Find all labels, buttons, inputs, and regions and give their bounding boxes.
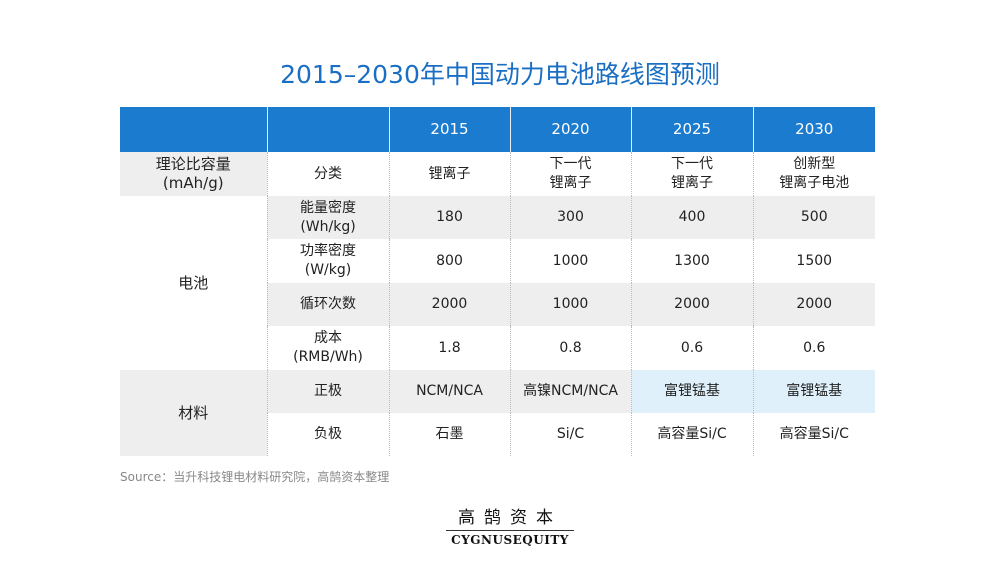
- table-cell: 下一代 锂离子: [630, 152, 753, 196]
- table-cell: 0.6: [752, 326, 875, 370]
- table-row-cathode: 材料 正极 NCM/NCA 高镍NCM/NCA 富锂锰基 富锂锰基: [120, 370, 875, 456]
- row-label: 能量密度 (Wh/kg): [266, 196, 389, 239]
- table-cell: 500: [752, 196, 875, 239]
- page-title: 2015–2030年中国动力电池路线图预测: [280, 60, 720, 89]
- company-logo: 高鹄资本 CYGNUSEQUITY: [440, 508, 580, 547]
- table-row-cost: 成本 (RMB/Wh) 1.8 0.8 0.6 0.6: [120, 326, 875, 370]
- table-row-capacity: 理论比容量 (mAh/g) 分类 锂离子 下一代 锂离子 下一代 锂离子 创新型…: [120, 152, 875, 196]
- header-year-2015: 2015: [388, 107, 510, 152]
- logo-divider: [446, 530, 574, 531]
- row-label: 负极: [266, 413, 389, 456]
- table-cell: 1300: [630, 239, 753, 283]
- table-cell: 1.8: [388, 326, 510, 370]
- roadmap-table: 2015 2020 2025 2030 理论比容量 (mAh/g) 分类 锂离子…: [120, 107, 875, 456]
- logo-chinese-name: 高鹄资本: [458, 508, 562, 528]
- row-label: 成本 (RMB/Wh): [266, 326, 389, 370]
- table-cell: 180: [388, 196, 510, 239]
- group-label-material: 材料: [120, 370, 267, 456]
- header-blank-cell: [266, 107, 389, 152]
- table-row-energy: 电池 能量密度 (Wh/kg) 180 300 400 500: [120, 196, 875, 370]
- header-year-2025: 2025: [630, 107, 753, 152]
- table-row-anode: 负极 石墨 Si/C 高容量Si/C 高容量Si/C: [120, 413, 875, 456]
- row-label: 循环次数: [266, 283, 389, 326]
- table-cell: 300: [509, 196, 631, 239]
- table-row-cycles: 循环次数 2000 1000 2000 2000: [120, 283, 875, 326]
- table-cell: 1000: [509, 283, 631, 326]
- table-cell: 高容量Si/C: [630, 413, 753, 456]
- table-cell-highlight: 富锂锰基: [752, 370, 875, 413]
- table-cell: 0.8: [509, 326, 631, 370]
- row-label: 正极: [266, 370, 389, 413]
- table-cell: 1500: [752, 239, 875, 283]
- table-row-power: 功率密度 (W/kg) 800 1000 1300 1500: [120, 239, 875, 283]
- table-cell: 石墨: [388, 413, 510, 456]
- table-cell: 800: [388, 239, 510, 283]
- table-cell: 创新型 锂离子电池: [752, 152, 875, 196]
- table-cell: 0.6: [630, 326, 753, 370]
- table-cell: 1000: [509, 239, 631, 283]
- table-cell: 2000: [752, 283, 875, 326]
- group-label-battery: 电池: [120, 196, 267, 370]
- header-year-2020: 2020: [509, 107, 631, 152]
- table-cell: 2000: [630, 283, 753, 326]
- header-year-2030: 2030: [752, 107, 875, 152]
- table-cell: 高镍NCM/NCA: [509, 370, 631, 413]
- source-note: Source：当升科技锂电材料研究院，高鹄资本整理: [120, 470, 390, 484]
- table-cell: Si/C: [509, 413, 631, 456]
- table-cell: 2000: [388, 283, 510, 326]
- table-cell: 400: [630, 196, 753, 239]
- table-cell: 高容量Si/C: [752, 413, 875, 456]
- row-label: 分类: [266, 152, 389, 196]
- table-cell-highlight: 富锂锰基: [630, 370, 753, 413]
- table-header-row: 2015 2020 2025 2030: [120, 107, 875, 152]
- logo-english-name: CYGNUSEQUITY: [451, 533, 569, 547]
- row-label: 功率密度 (W/kg): [266, 239, 389, 283]
- group-label-capacity: 理论比容量 (mAh/g): [120, 152, 267, 196]
- header-blank-cell: [120, 107, 267, 152]
- table-cell: NCM/NCA: [388, 370, 510, 413]
- table-cell: 锂离子: [388, 152, 510, 196]
- table-cell: 下一代 锂离子: [509, 152, 631, 196]
